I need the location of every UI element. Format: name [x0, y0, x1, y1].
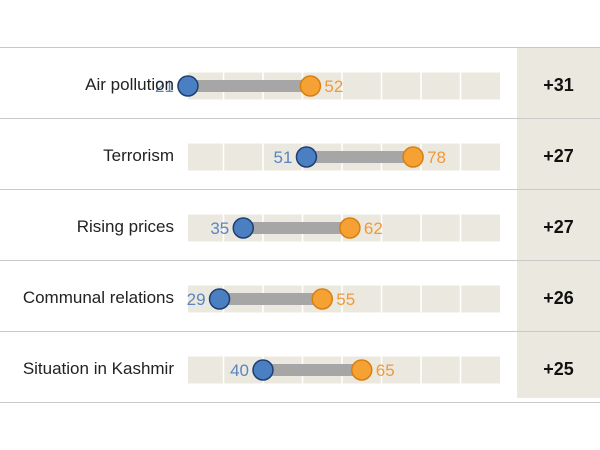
connector-bar	[306, 151, 414, 163]
high-value-label: 55	[336, 290, 355, 309]
category-label: Rising prices	[76, 217, 174, 236]
connector-bar	[263, 364, 362, 376]
low-value-label: 21	[155, 77, 174, 96]
high-value-label: 78	[427, 148, 446, 167]
low-dot	[232, 217, 254, 239]
category-label: Communal relations	[22, 288, 174, 307]
high-dot	[339, 217, 361, 239]
low-dot	[295, 146, 318, 168]
difference-label: +31	[543, 75, 574, 95]
difference-label: +27	[543, 217, 574, 237]
high-value-label: 65	[376, 361, 395, 380]
low-value-label: 29	[187, 290, 206, 309]
difference-label: +27	[543, 146, 574, 166]
category-label: Situation in Kashmir	[22, 359, 174, 378]
low-value-label: 35	[210, 219, 229, 238]
high-value-label: 62	[364, 219, 383, 238]
row-separator	[0, 402, 600, 403]
row-separator	[0, 47, 600, 48]
low-dot	[177, 75, 199, 97]
high-dot	[299, 75, 322, 97]
difference-column	[517, 47, 600, 398]
low-dot	[252, 359, 274, 381]
category-label: Terrorism	[103, 146, 174, 165]
category-label: Air pollution	[85, 75, 174, 94]
low-dot	[208, 288, 231, 310]
row-separator	[0, 260, 600, 261]
low-value-label: 40	[230, 361, 249, 380]
high-dot	[311, 288, 333, 310]
row-separator	[0, 189, 600, 190]
difference-label: +26	[543, 288, 574, 308]
difference-label: +25	[543, 359, 574, 379]
connector-bar	[243, 222, 350, 234]
connector-bar	[187, 80, 311, 92]
high-dot	[402, 146, 424, 168]
low-value-label: 51	[274, 148, 293, 167]
high-dot	[351, 359, 373, 381]
high-value-label: 52	[324, 77, 343, 96]
row-separator	[0, 118, 600, 119]
connector-bar	[219, 293, 323, 305]
row-separator	[0, 331, 600, 332]
